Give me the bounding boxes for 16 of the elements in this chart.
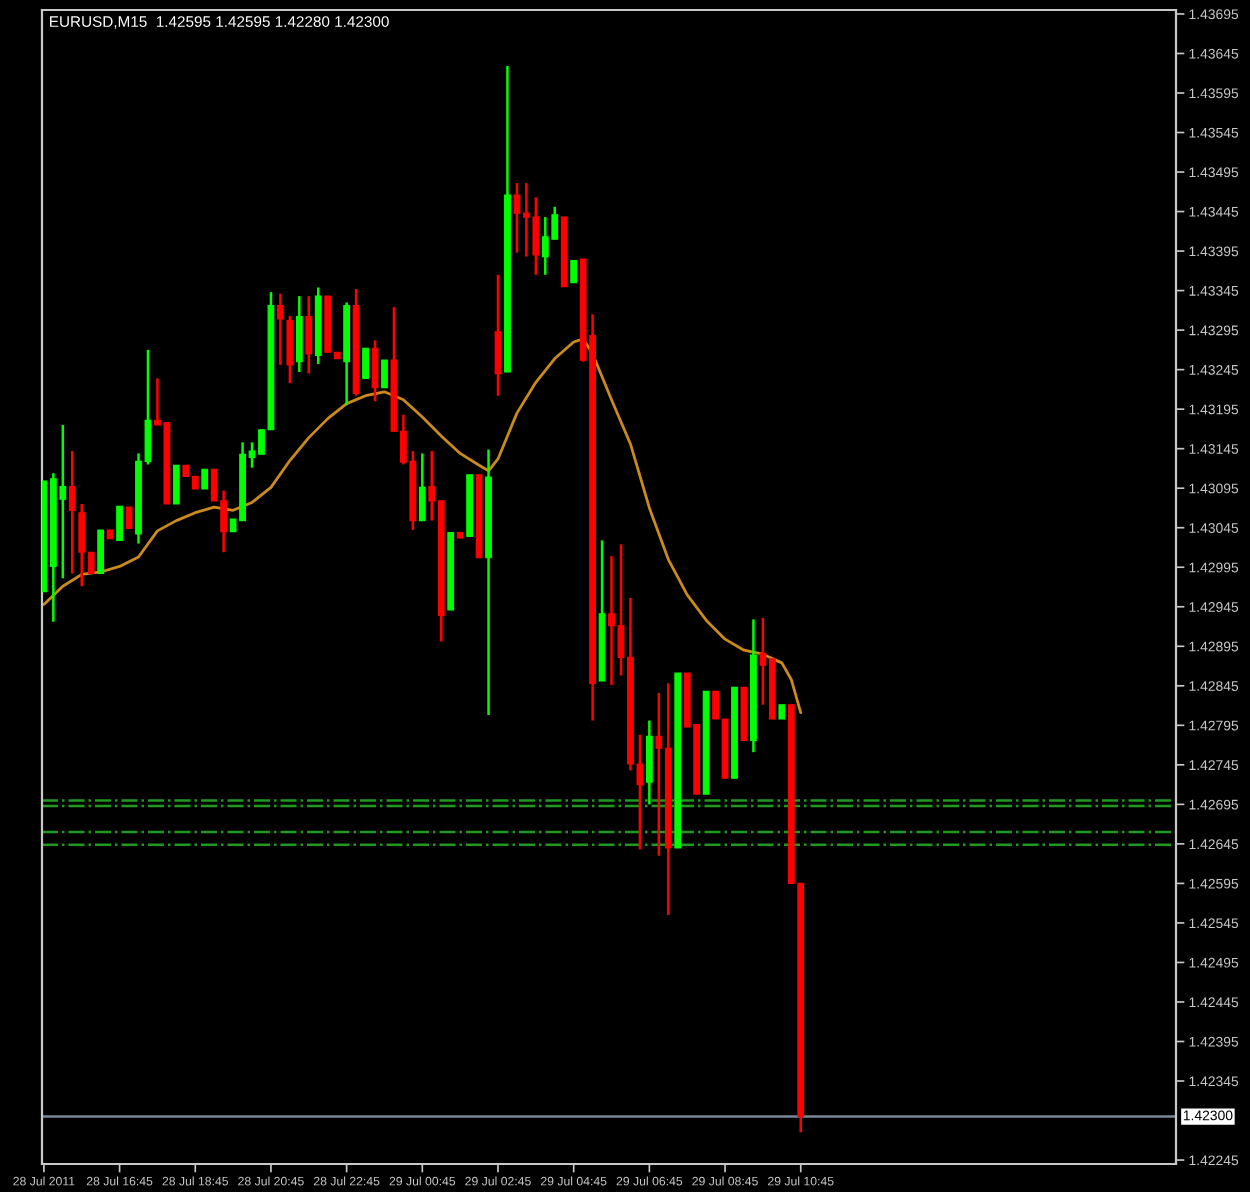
candlestick bbox=[295, 294, 303, 374]
candlestick bbox=[68, 449, 76, 575]
line-series bbox=[42, 337, 803, 715]
candlestick bbox=[362, 347, 369, 380]
candlestick bbox=[570, 259, 578, 284]
candlestick bbox=[381, 358, 388, 390]
candlestick bbox=[277, 292, 284, 367]
candlestick bbox=[172, 464, 180, 506]
candlestick bbox=[201, 467, 209, 491]
candlestick bbox=[125, 505, 133, 530]
candlestick bbox=[418, 452, 426, 522]
candlestick bbox=[305, 294, 313, 375]
candlestick bbox=[97, 528, 105, 575]
candlestick bbox=[645, 719, 653, 806]
candlestick bbox=[286, 314, 294, 385]
candlestick bbox=[116, 505, 123, 541]
